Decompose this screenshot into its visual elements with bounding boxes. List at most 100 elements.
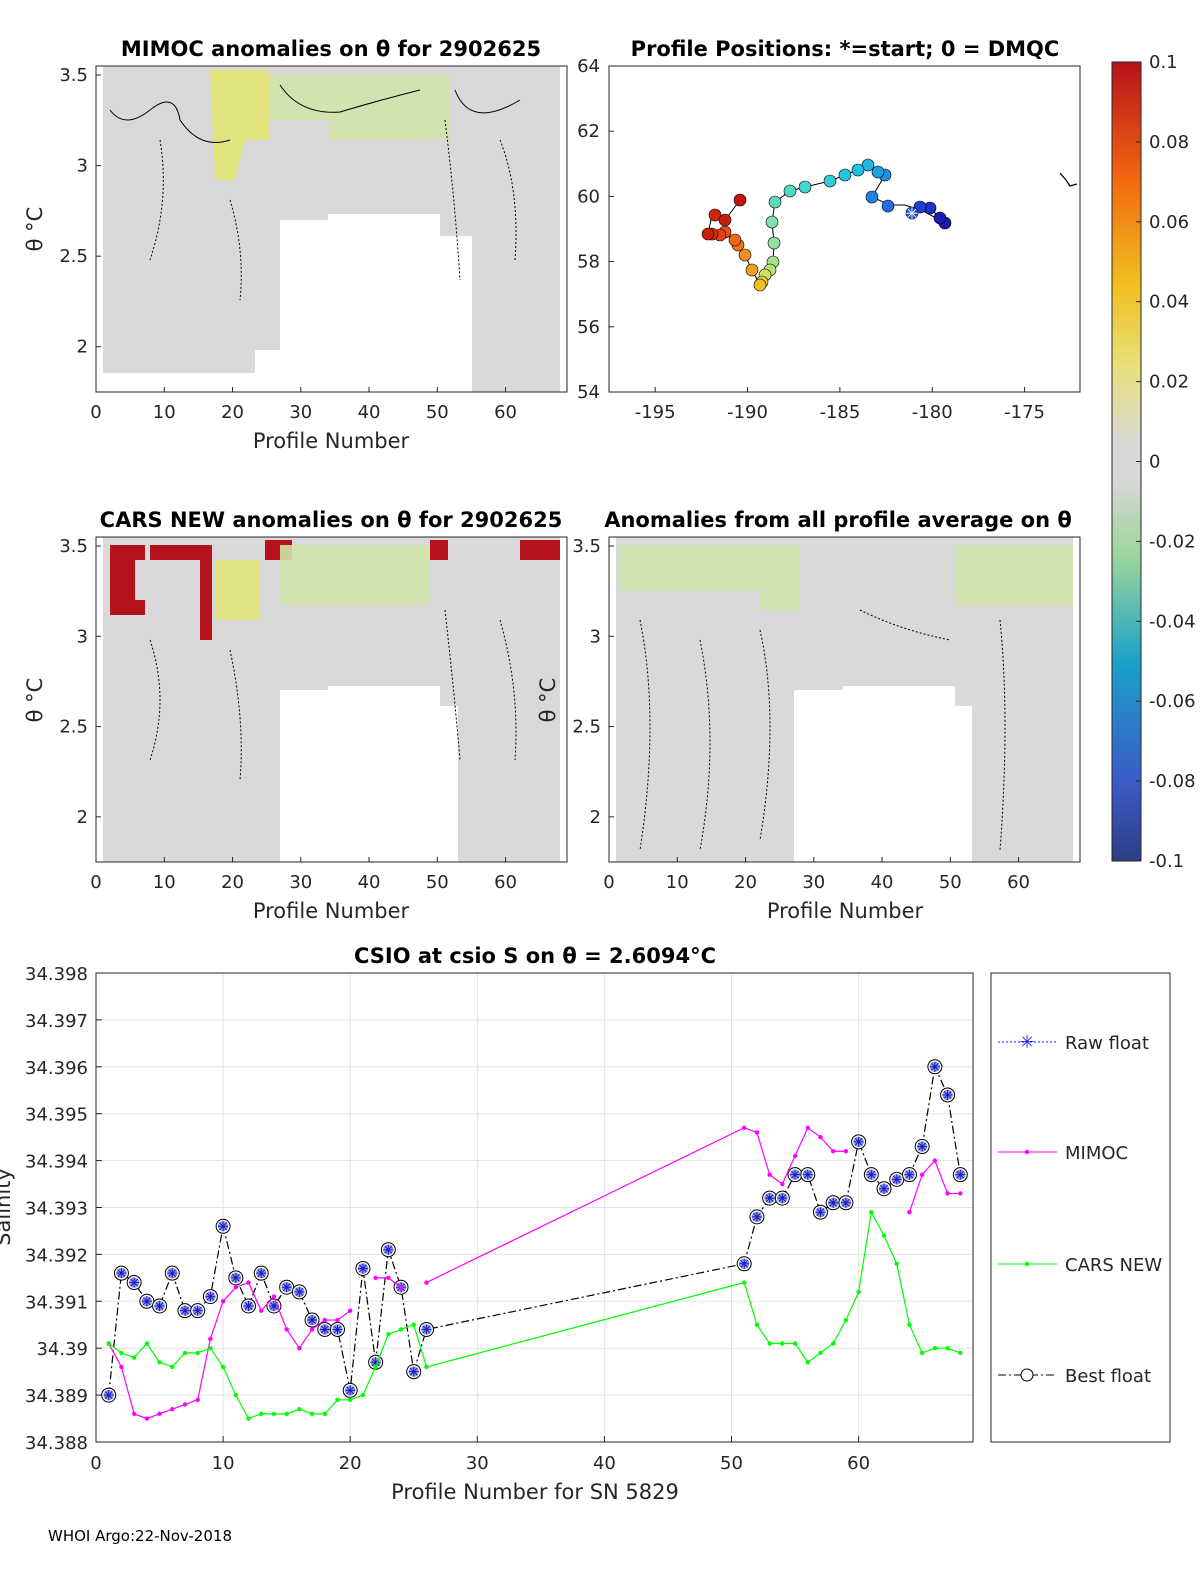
y-tick-label: 34.389 xyxy=(25,1386,88,1407)
data-point xyxy=(131,1355,137,1360)
mimoc-contour xyxy=(109,84,521,143)
legend-item: Best float xyxy=(998,1366,1151,1387)
y-tick-label: 3.5 xyxy=(572,536,601,557)
best-float-point xyxy=(164,1265,180,1281)
y-tick-label: 64 xyxy=(577,56,600,77)
colorbar-tick-label: 0 xyxy=(1149,452,1160,473)
cars-title: CARS NEW anomalies on θ for 2902625 xyxy=(100,508,563,532)
mimoc-xticks: 0 10 20 30 40 50 60 xyxy=(90,387,517,423)
data-point xyxy=(284,1327,289,1332)
salinity-legend: ✳ Raw float MIMOC CARS NEW Best float xyxy=(990,972,1171,1443)
data-point xyxy=(843,1317,849,1323)
y-tick-label: 58 xyxy=(577,252,600,273)
coastline-fragment xyxy=(1059,172,1078,187)
data-point xyxy=(945,1346,950,1351)
salinity-ylabel: Salinity xyxy=(0,1168,15,1246)
data-point xyxy=(322,1317,327,1323)
data-point xyxy=(754,1322,760,1327)
colorbar: 0.1 0.08 0.06 0.04 0.02 0 -0.02 -0.04 -0.06 -0.08… xyxy=(1111,52,1196,872)
data-point xyxy=(830,1341,836,1346)
profile-position-marker xyxy=(701,227,715,241)
best-float-point xyxy=(800,1167,816,1183)
best-float-point xyxy=(736,1256,752,1272)
x-tick-label: 60 xyxy=(494,402,517,423)
y-tick-label: 2 xyxy=(77,337,88,358)
x-tick-label: -195 xyxy=(635,402,676,423)
x-tick-label: 50 xyxy=(720,1453,743,1474)
best-float-point xyxy=(228,1270,244,1286)
best-float-point xyxy=(329,1321,345,1337)
y-tick-label: 60 xyxy=(577,186,600,207)
data-point xyxy=(856,1289,861,1295)
y-tick-label: 34.391 xyxy=(25,1292,88,1313)
y-tick-label: 2 xyxy=(77,807,88,828)
data-point xyxy=(805,1360,810,1365)
data-point xyxy=(373,1364,378,1370)
data-point xyxy=(220,1364,226,1370)
legend-item: MIMOC xyxy=(998,1143,1128,1164)
data-point xyxy=(919,1172,925,1177)
best-float-point xyxy=(927,1059,943,1075)
x-tick-label: 40 xyxy=(871,872,894,893)
best-float-point xyxy=(380,1242,396,1258)
y-tick-label: 34.394 xyxy=(25,1152,88,1173)
cars-panel: CARS NEW anomalies on θ for 2902625 Prof… xyxy=(23,508,568,923)
legend-star-icon: ✳ xyxy=(1019,1032,1034,1053)
data-point xyxy=(373,1275,378,1281)
x-tick-label: -180 xyxy=(912,402,953,423)
y-tick-label: 34.392 xyxy=(25,1245,88,1266)
legend-label: CARS NEW xyxy=(1065,1255,1162,1276)
legend-label: Raw float xyxy=(1065,1033,1149,1054)
colorbar-tick-label: -0.02 xyxy=(1149,531,1196,552)
y-tick-label: 3.5 xyxy=(59,536,88,557)
y-tick-label: 3.5 xyxy=(59,65,88,86)
data-point xyxy=(259,1308,264,1313)
data-point xyxy=(830,1149,836,1154)
data-point xyxy=(919,1350,925,1356)
profile-position-marker xyxy=(718,213,732,227)
colorbar-tick-label: 0.04 xyxy=(1149,292,1189,313)
best-float-point xyxy=(202,1289,218,1305)
positions-yticks: 54 56 58 60 62 64 xyxy=(577,56,614,403)
x-tick-label: 20 xyxy=(339,1453,362,1474)
data-point xyxy=(818,1134,823,1140)
best-float-point xyxy=(342,1382,358,1398)
cars-axes-box xyxy=(95,536,568,863)
x-tick-label: 50 xyxy=(426,402,449,423)
data-point xyxy=(144,1341,150,1346)
x-tick-label: 40 xyxy=(593,1453,616,1474)
best-float-point xyxy=(851,1134,867,1150)
x-tick-label: 30 xyxy=(289,872,312,893)
footer-credit: WHOI Argo:22-Nov-2018 xyxy=(48,1527,232,1545)
data-point xyxy=(271,1411,277,1417)
colorbar-tick-label: 0.06 xyxy=(1149,212,1189,233)
best-float-point xyxy=(914,1139,930,1155)
profile-position-marker xyxy=(905,206,919,220)
data-point xyxy=(767,1172,772,1177)
salinity-chart: CSIO at csio S on θ = 2.6094°C Profile N… xyxy=(0,944,974,1504)
y-tick-label: 3 xyxy=(590,626,601,647)
data-point xyxy=(335,1397,340,1402)
best-float-point xyxy=(876,1181,892,1197)
allavg-ylabel: θ °C xyxy=(536,678,560,723)
cars-yellow-patch xyxy=(215,560,260,620)
profile-position-marker xyxy=(881,199,895,213)
legend-box xyxy=(990,972,1171,1443)
data-point xyxy=(246,1280,251,1285)
x-tick-label: -185 xyxy=(819,402,860,423)
profile-position-marker xyxy=(783,184,797,198)
data-point xyxy=(742,1125,747,1130)
data-point xyxy=(170,1364,175,1370)
data-point xyxy=(932,1346,938,1351)
data-point xyxy=(360,1392,366,1398)
data-point xyxy=(424,1280,429,1285)
x-tick-label: 60 xyxy=(494,872,517,893)
data-point xyxy=(881,1233,887,1238)
mimoc-panel: MIMOC anomalies on θ for 2902625 Profile… xyxy=(23,37,568,453)
x-tick-label: 0 xyxy=(603,872,614,893)
best-float-point xyxy=(838,1195,854,1211)
colorbar-tick-label: 0.08 xyxy=(1149,132,1189,153)
profile-position-marker xyxy=(871,165,885,179)
best-float-point xyxy=(825,1195,841,1211)
